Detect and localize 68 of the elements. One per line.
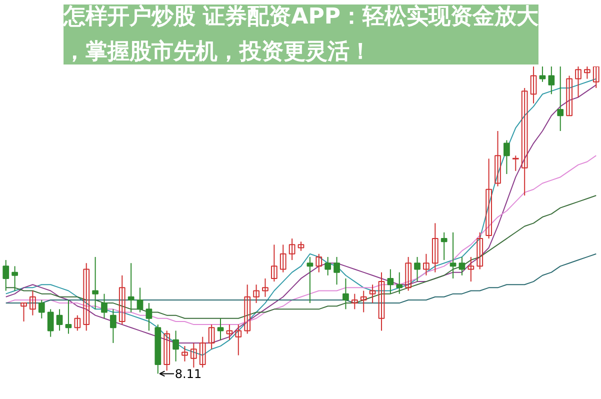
candlestick: [226, 324, 233, 340]
candlestick: [324, 256, 332, 276]
candlestick: [217, 318, 224, 340]
candlestick: [208, 324, 215, 350]
candlestick: [298, 241, 304, 252]
candlestick: [190, 342, 197, 368]
candlestick: [12, 266, 18, 292]
candlestick: [128, 262, 134, 313]
candlestick: [378, 272, 385, 332]
candlestick: [423, 253, 430, 276]
candlestick: [244, 284, 251, 334]
candlestick: [468, 256, 474, 282]
candlestick: [92, 256, 98, 310]
candlestick: [575, 66, 582, 98]
annotation: 8.11: [174, 367, 202, 382]
candlestick: [494, 130, 501, 187]
candlestick: [306, 256, 314, 304]
candlestick: [414, 256, 420, 282]
candlestick: [30, 290, 36, 316]
candlestick: [182, 346, 188, 362]
candlestick: [440, 232, 448, 261]
candlestick: [270, 244, 278, 282]
candlestick: [432, 222, 438, 273]
candlestick: [396, 272, 403, 294]
chart-title: 怎样开户炒股 证券配资APP：轻松实现资金放大，掌握股市先机，投资更灵活！: [62, 4, 540, 64]
candlestick: [360, 290, 367, 313]
candlestick: [334, 256, 340, 286]
candlestick: [450, 232, 456, 279]
candlestick: [387, 268, 394, 294]
candlestick: [253, 284, 260, 304]
candlestick: [280, 244, 286, 273]
candlestick: [592, 66, 600, 89]
candlestick: [369, 284, 376, 304]
candlestick: [548, 66, 555, 95]
candlestick: [110, 308, 116, 344]
candlestick: [504, 140, 510, 175]
candlestick: [486, 158, 492, 240]
candlestick: [316, 253, 322, 273]
candlestick: [235, 324, 242, 356]
candlestick: [342, 278, 349, 310]
candlestick: [65, 299, 72, 334]
candlestick: [47, 308, 54, 338]
candlestick: [56, 308, 63, 332]
candlestick: [262, 278, 268, 298]
candlestick: [521, 88, 528, 196]
candlestick: [83, 262, 90, 332]
candlestick: [136, 287, 144, 313]
candlestick: [584, 66, 590, 80]
candlestick: [512, 155, 520, 172]
candlestick: [405, 256, 412, 292]
candlestick: [74, 314, 81, 332]
candlestick: [530, 66, 537, 104]
candlestick: [38, 299, 45, 319]
candlestick: [557, 66, 564, 132]
candlestick: [118, 274, 126, 326]
candlestick: [539, 66, 546, 82]
candlestick: [476, 232, 484, 270]
candlestick: [2, 260, 10, 292]
candlestick: [288, 238, 296, 261]
candlestick: [101, 293, 108, 319]
candlestick: [164, 330, 170, 372]
candlestick: [20, 302, 27, 322]
candlestick: [199, 336, 206, 368]
candlestick: [146, 302, 152, 332]
candlestick: [172, 330, 179, 362]
candlestick: [351, 293, 358, 310]
candlestick: [458, 256, 466, 276]
candlestick: [566, 75, 572, 116]
